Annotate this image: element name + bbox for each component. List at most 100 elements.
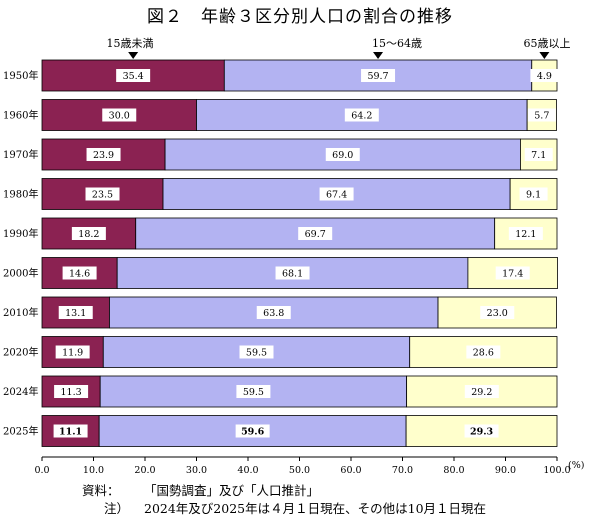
category-label-1970年: 1970年: [3, 148, 38, 161]
value-label-elderly-share-1980年: 9.1: [526, 190, 541, 201]
value-label-box-young-share-1960年: [102, 108, 137, 122]
x-tick-label-70.0: 70.0: [392, 465, 413, 476]
value-label-young-share-2000年: 14.6: [69, 269, 90, 280]
value-label-box-working-share-1990年: [298, 227, 333, 240]
bar-young-share-2025年: [41, 415, 100, 447]
value-label-elderly-share-1990年: 12.1: [515, 229, 536, 240]
value-label-box-working-share-1950年: [361, 69, 396, 82]
value-label-box-elderly-share-2010年: [480, 306, 515, 319]
value-label-box-working-share-2024年: [236, 385, 271, 398]
header-young: 15歳未満: [107, 37, 154, 50]
value-label-box-elderly-share-1970年: [524, 148, 553, 161]
x-tick-label-40.0: 40.0: [237, 465, 258, 476]
bar-group: 35.4 59.7 4.9 30.0 64.2 5.7 23.9 69.0 7.1 23.5 67.…: [41, 59, 559, 447]
value-label-young-share-1990年: 18.2: [78, 229, 99, 240]
value-label-box-young-share-2024年: [54, 385, 89, 398]
value-label-young-share-1950年: 35.4: [123, 71, 144, 82]
value-label-box-working-share-1970年: [325, 148, 360, 161]
value-label-elderly-share-2024年: 29.2: [471, 387, 492, 398]
category-label-2025年: 2025年: [3, 425, 38, 438]
header-arrow-icon-1: [128, 52, 139, 59]
bar-elderly-share-1980年: [509, 178, 558, 210]
value-label-box-young-share-1970年: [86, 148, 121, 161]
category-label-2010年: 2010年: [3, 306, 38, 319]
note-text: 2024年及び2025年は４月１日現在、その他は10月１日現在: [144, 501, 486, 516]
x-tick-label-60.0: 60.0: [340, 465, 361, 476]
value-label-box-elderly-share-1950年: [530, 69, 559, 82]
x-axis: 0.0 10.0 20.0 30.0 40.0 50.0 60.0 70.0 80.0 90.0 1…: [34, 456, 571, 476]
value-label-working-share-1970年: 69.0: [332, 150, 353, 161]
header-elderly: 65歳以上: [524, 37, 571, 50]
value-label-box-young-share-1950年: [116, 69, 151, 82]
x-tick-label-100.0: 100.0: [543, 465, 570, 476]
value-label-young-share-1960年: 30.0: [109, 111, 130, 122]
value-label-elderly-share-1950年: 4.9: [537, 71, 552, 82]
value-label-working-share-1990年: 69.7: [305, 229, 326, 240]
category-label-2020年: 2020年: [3, 346, 38, 359]
x-tick-label-80.0: 80.0: [443, 465, 464, 476]
value-label-young-share-2024年: 11.3: [61, 387, 82, 398]
value-label-box-young-share-2000年: [62, 266, 97, 280]
x-tick-label-50.0: 50.0: [289, 465, 310, 476]
header-arrows: [128, 52, 550, 59]
source-label: 資料：: [82, 483, 120, 498]
category-label-2000年: 2000年: [3, 267, 38, 280]
x-tick-label-90.0: 90.0: [495, 465, 516, 476]
x-tick-label-30.0: 30.0: [186, 465, 207, 476]
category-label-1980年: 1980年: [3, 188, 38, 201]
value-label-working-share-2000年: 68.1: [282, 269, 303, 280]
header-arrow-icon-3: [539, 52, 550, 59]
value-label-working-share-2024年: 59.5: [243, 387, 264, 398]
value-label-working-share-1980年: 67.4: [326, 190, 347, 201]
axis-unit-label: (%): [568, 460, 584, 471]
header-arrow-icon-2: [373, 52, 384, 59]
value-label-young-share-2010年: 13.1: [65, 308, 86, 319]
value-label-working-share-2020年: 59.5: [246, 348, 267, 359]
category-label-1990年: 1990年: [3, 227, 38, 240]
category-labels: 1950年 1960年 1970年 1980年 1990年 2000年 2010年 2020年…: [3, 69, 38, 438]
value-label-box-working-share-2010年: [256, 306, 291, 319]
value-label-elderly-share-2000年: 17.4: [502, 269, 523, 280]
value-label-working-share-1960年: 64.2: [351, 111, 372, 122]
bar-elderly-share-1990年: [494, 217, 558, 250]
value-label-box-elderly-share-2024年: [464, 385, 499, 398]
value-label-box-working-share-2025年: [235, 424, 270, 438]
chart-title: 図２ 年齢３区分別人口の割合の推移: [147, 7, 453, 27]
value-label-elderly-share-2010年: 23.0: [487, 308, 508, 319]
value-label-box-elderly-share-1960年: [527, 108, 556, 122]
value-label-working-share-1950年: 59.7: [367, 71, 388, 82]
value-label-box-young-share-2025年: [53, 424, 88, 438]
value-label-box-elderly-share-2025年: [464, 424, 499, 438]
value-label-young-share-1970年: 23.9: [93, 150, 114, 161]
value-label-box-working-share-2020年: [239, 345, 274, 359]
value-label-young-share-2025年: 11.1: [59, 427, 82, 438]
note-label: 注）: [104, 501, 129, 516]
value-label-elderly-share-1970年: 7.1: [531, 150, 546, 161]
x-tick-label-0.0: 0.0: [34, 465, 49, 476]
value-label-box-young-share-2020年: [55, 345, 90, 359]
category-label-1960年: 1960年: [3, 109, 38, 122]
value-label-box-elderly-share-1980年: [519, 187, 548, 201]
value-label-young-share-1980年: 23.5: [92, 190, 113, 201]
value-label-box-working-share-1960年: [344, 108, 379, 122]
category-label-2024年: 2024年: [3, 385, 38, 398]
value-label-young-share-2020年: 11.9: [62, 348, 83, 359]
value-label-elderly-share-2025年: 29.3: [470, 427, 493, 438]
value-label-working-share-2010年: 63.8: [263, 308, 284, 319]
category-label-1950年: 1950年: [3, 69, 38, 82]
value-label-box-elderly-share-2000年: [495, 266, 530, 280]
value-label-box-elderly-share-2020年: [466, 345, 501, 359]
value-label-elderly-share-1960年: 5.7: [534, 111, 549, 122]
value-label-box-working-share-1980年: [319, 187, 354, 201]
value-label-box-young-share-1980年: [85, 187, 120, 201]
x-tick-label-10.0: 10.0: [83, 465, 104, 476]
value-label-box-young-share-2010年: [58, 306, 93, 319]
x-tick-label-20.0: 20.0: [134, 465, 155, 476]
value-label-box-young-share-1990年: [71, 227, 106, 240]
source-text: 「国勢調査」及び「人口推計」: [144, 483, 319, 498]
value-label-elderly-share-2020年: 28.6: [473, 348, 494, 359]
bar-young-share-2024年: [41, 375, 101, 408]
value-label-working-share-2025年: 59.6: [241, 427, 265, 438]
value-label-box-elderly-share-1990年: [508, 227, 543, 240]
